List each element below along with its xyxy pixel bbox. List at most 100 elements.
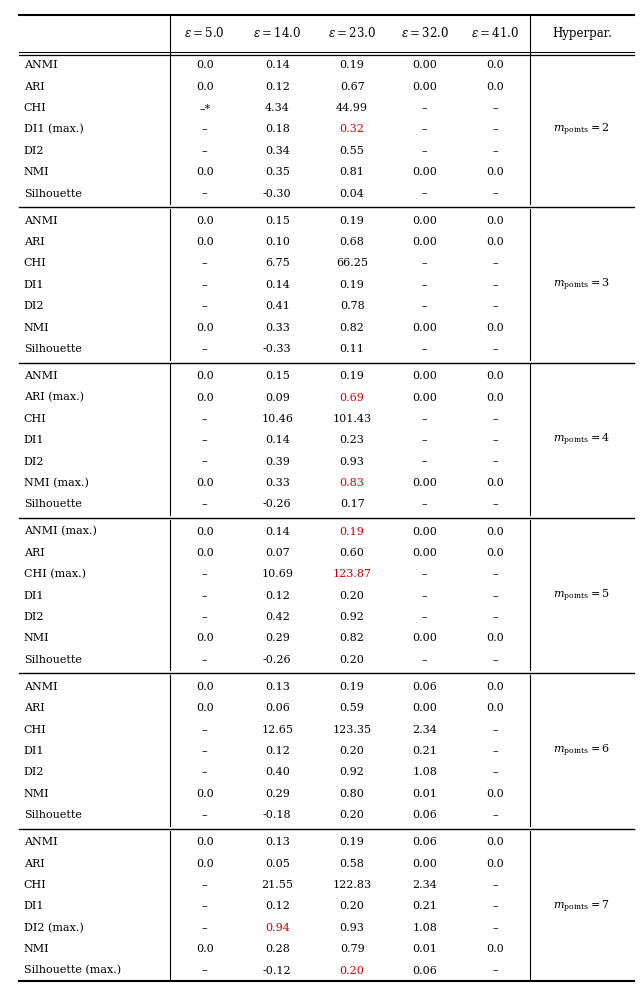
Text: –: – — [202, 146, 207, 156]
Text: -0.30: -0.30 — [263, 188, 292, 198]
Text: 0.94: 0.94 — [265, 923, 290, 932]
Text: Hyperpar.: Hyperpar. — [552, 27, 612, 40]
Text: –: – — [422, 414, 428, 424]
Text: -0.12: -0.12 — [263, 965, 292, 975]
Text: –: – — [422, 146, 428, 156]
Text: –: – — [202, 725, 207, 735]
Text: 0.0: 0.0 — [196, 548, 214, 558]
Text: 0.14: 0.14 — [265, 527, 290, 537]
Text: –: – — [492, 768, 498, 778]
Text: DI2: DI2 — [24, 146, 44, 156]
Text: 0.0: 0.0 — [486, 944, 504, 954]
Text: 0.82: 0.82 — [340, 633, 365, 644]
Text: –: – — [202, 965, 207, 975]
Text: 0.59: 0.59 — [340, 703, 365, 713]
Text: -0.33: -0.33 — [263, 344, 292, 354]
Text: 0.0: 0.0 — [486, 527, 504, 537]
Text: 0.32: 0.32 — [340, 124, 365, 135]
Text: DI1 (max.): DI1 (max.) — [24, 124, 83, 135]
Text: 0.39: 0.39 — [265, 456, 290, 466]
Text: ANMI: ANMI — [24, 682, 58, 692]
Text: 0.80: 0.80 — [340, 789, 365, 799]
Text: -0.18: -0.18 — [263, 810, 292, 820]
Text: 101.43: 101.43 — [333, 414, 372, 424]
Text: 0.20: 0.20 — [340, 655, 365, 665]
Text: 0.0: 0.0 — [196, 168, 214, 178]
Text: 0.19: 0.19 — [340, 280, 365, 290]
Text: 0.0: 0.0 — [486, 859, 504, 869]
Text: 0.0: 0.0 — [486, 478, 504, 488]
Text: 0.11: 0.11 — [340, 344, 365, 354]
Text: 0.00: 0.00 — [412, 478, 437, 488]
Text: 0.20: 0.20 — [340, 965, 365, 975]
Text: DI1: DI1 — [24, 435, 44, 445]
Text: –: – — [202, 612, 207, 622]
Text: 0.00: 0.00 — [412, 633, 437, 644]
Text: 2.34: 2.34 — [412, 725, 437, 735]
Text: 0.92: 0.92 — [340, 612, 365, 622]
Text: NMI: NMI — [24, 633, 49, 644]
Text: 66.25: 66.25 — [336, 259, 368, 269]
Text: –: – — [202, 344, 207, 354]
Text: –: – — [492, 923, 498, 932]
Text: –: – — [492, 499, 498, 509]
Text: 1.08: 1.08 — [412, 768, 437, 778]
Text: 0.82: 0.82 — [340, 322, 365, 332]
Text: 0.69: 0.69 — [340, 393, 365, 403]
Text: 0.29: 0.29 — [265, 633, 290, 644]
Text: –: – — [202, 435, 207, 445]
Text: 44.99: 44.99 — [336, 103, 368, 113]
Text: ANMI: ANMI — [24, 216, 58, 226]
Text: –: – — [202, 923, 207, 932]
Text: –: – — [492, 435, 498, 445]
Text: 0.34: 0.34 — [265, 146, 290, 156]
Text: 0.28: 0.28 — [265, 944, 290, 954]
Text: ARI: ARI — [24, 81, 44, 91]
Text: –: – — [202, 880, 207, 890]
Text: 0.12: 0.12 — [265, 81, 290, 91]
Text: 0.00: 0.00 — [412, 371, 437, 381]
Text: DI1: DI1 — [24, 902, 44, 912]
Text: 1.08: 1.08 — [412, 923, 437, 932]
Text: 10.46: 10.46 — [261, 414, 293, 424]
Text: –: – — [202, 768, 207, 778]
Text: 0.00: 0.00 — [412, 393, 437, 403]
Text: -0.26: -0.26 — [263, 655, 292, 665]
Text: 0.06: 0.06 — [412, 810, 437, 820]
Text: 0.33: 0.33 — [265, 322, 290, 332]
Text: Silhouette: Silhouette — [24, 655, 81, 665]
Text: $\varepsilon = 23.0$: $\varepsilon = 23.0$ — [328, 27, 376, 41]
Text: 0.00: 0.00 — [412, 216, 437, 226]
Text: –: – — [202, 902, 207, 912]
Text: $\varepsilon = 32.0$: $\varepsilon = 32.0$ — [401, 27, 449, 41]
Text: 0.00: 0.00 — [412, 859, 437, 869]
Text: NMI: NMI — [24, 322, 49, 332]
Text: 0.15: 0.15 — [265, 216, 290, 226]
Text: 0.0: 0.0 — [196, 859, 214, 869]
Text: 0.29: 0.29 — [265, 789, 290, 799]
Text: 0.0: 0.0 — [486, 393, 504, 403]
Text: NMI: NMI — [24, 789, 49, 799]
Text: 0.14: 0.14 — [265, 435, 290, 445]
Text: 0.09: 0.09 — [265, 393, 290, 403]
Text: NMI (max.): NMI (max.) — [24, 478, 88, 488]
Text: 0.33: 0.33 — [265, 478, 290, 488]
Text: –: – — [202, 302, 207, 311]
Text: 0.00: 0.00 — [412, 703, 437, 713]
Text: 0.01: 0.01 — [412, 789, 437, 799]
Text: –: – — [492, 124, 498, 135]
Text: 0.00: 0.00 — [412, 168, 437, 178]
Text: CHI: CHI — [24, 880, 47, 890]
Text: CHI (max.): CHI (max.) — [24, 569, 86, 579]
Text: –: – — [422, 435, 428, 445]
Text: 0.0: 0.0 — [196, 478, 214, 488]
Text: –: – — [492, 188, 498, 198]
Text: 0.0: 0.0 — [196, 682, 214, 692]
Text: –: – — [422, 590, 428, 600]
Text: –: – — [422, 103, 428, 113]
Text: –: – — [492, 725, 498, 735]
Text: 0.0: 0.0 — [486, 237, 504, 247]
Text: -0.26: -0.26 — [263, 499, 292, 509]
Text: $m_{\mathrm{points}} = 4$: $m_{\mathrm{points}} = 4$ — [553, 433, 611, 448]
Text: $m_{\mathrm{points}} = 6$: $m_{\mathrm{points}} = 6$ — [553, 743, 611, 759]
